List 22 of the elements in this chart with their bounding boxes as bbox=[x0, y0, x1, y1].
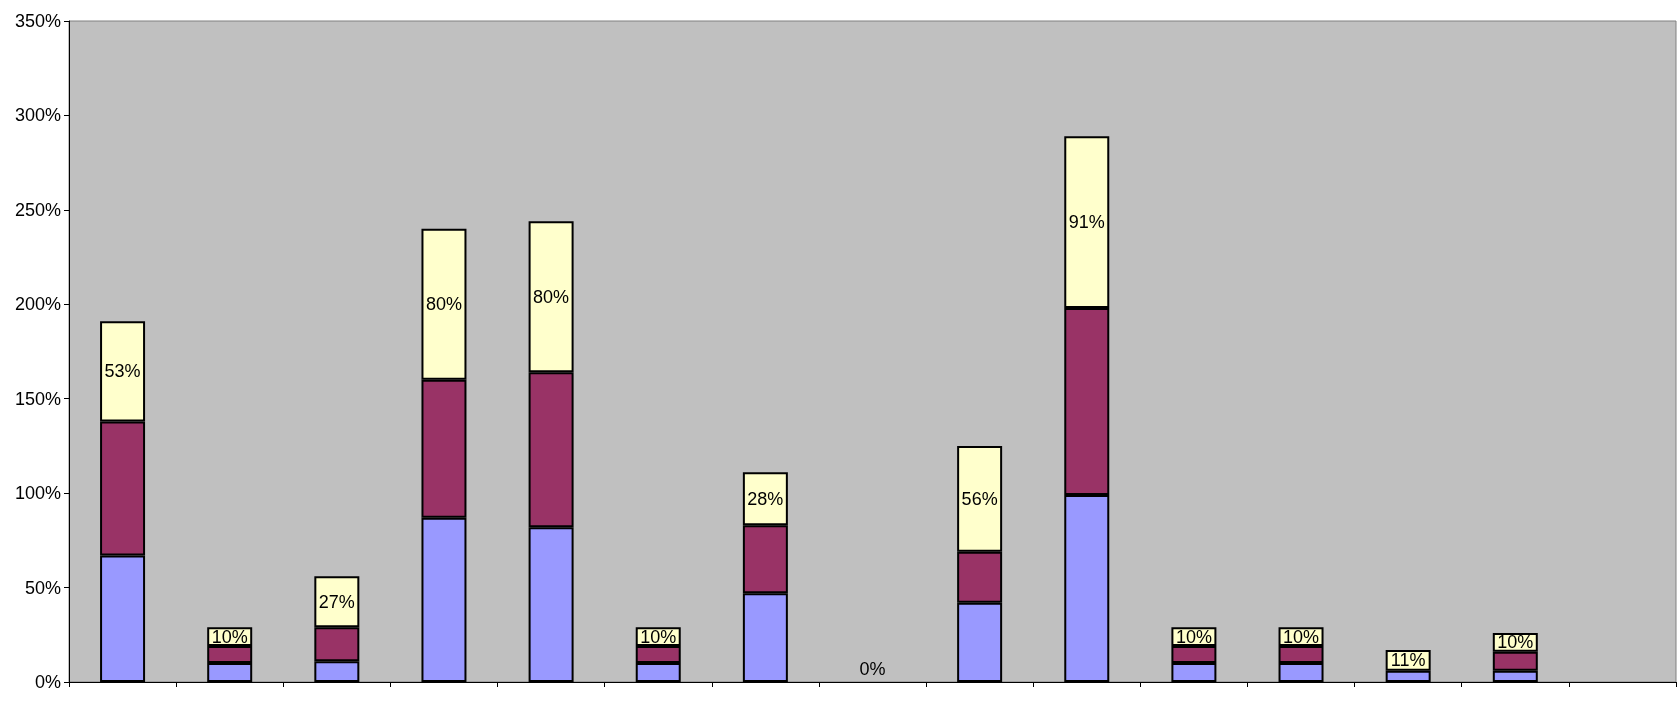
y-tick-label: 350% bbox=[14, 11, 61, 31]
data-label: 27% bbox=[318, 591, 355, 612]
data-label: 53% bbox=[104, 361, 141, 382]
data-label: 28% bbox=[747, 488, 784, 509]
y-tick-label: 250% bbox=[14, 199, 61, 220]
data-label: 10% bbox=[1283, 626, 1320, 647]
data-label: 10% bbox=[211, 626, 248, 647]
y-tick-label: 300% bbox=[14, 105, 61, 126]
y-tick-label: 0% bbox=[34, 672, 61, 692]
data-label: 80% bbox=[533, 286, 570, 307]
data-label: 10% bbox=[1175, 626, 1212, 647]
y-tick-label: 100% bbox=[14, 483, 61, 504]
data-label: 80% bbox=[425, 294, 462, 315]
y-tick-label: 200% bbox=[14, 294, 61, 315]
data-label: 0% bbox=[859, 659, 886, 679]
data-label: 10% bbox=[640, 626, 677, 647]
data-label: 11% bbox=[1390, 650, 1426, 671]
data-label: 56% bbox=[961, 488, 998, 509]
y-tick-label: 150% bbox=[14, 388, 61, 409]
y-tick-label: 50% bbox=[24, 577, 61, 598]
data-label: 91% bbox=[1068, 212, 1105, 233]
data-label: 10% bbox=[1497, 632, 1534, 653]
